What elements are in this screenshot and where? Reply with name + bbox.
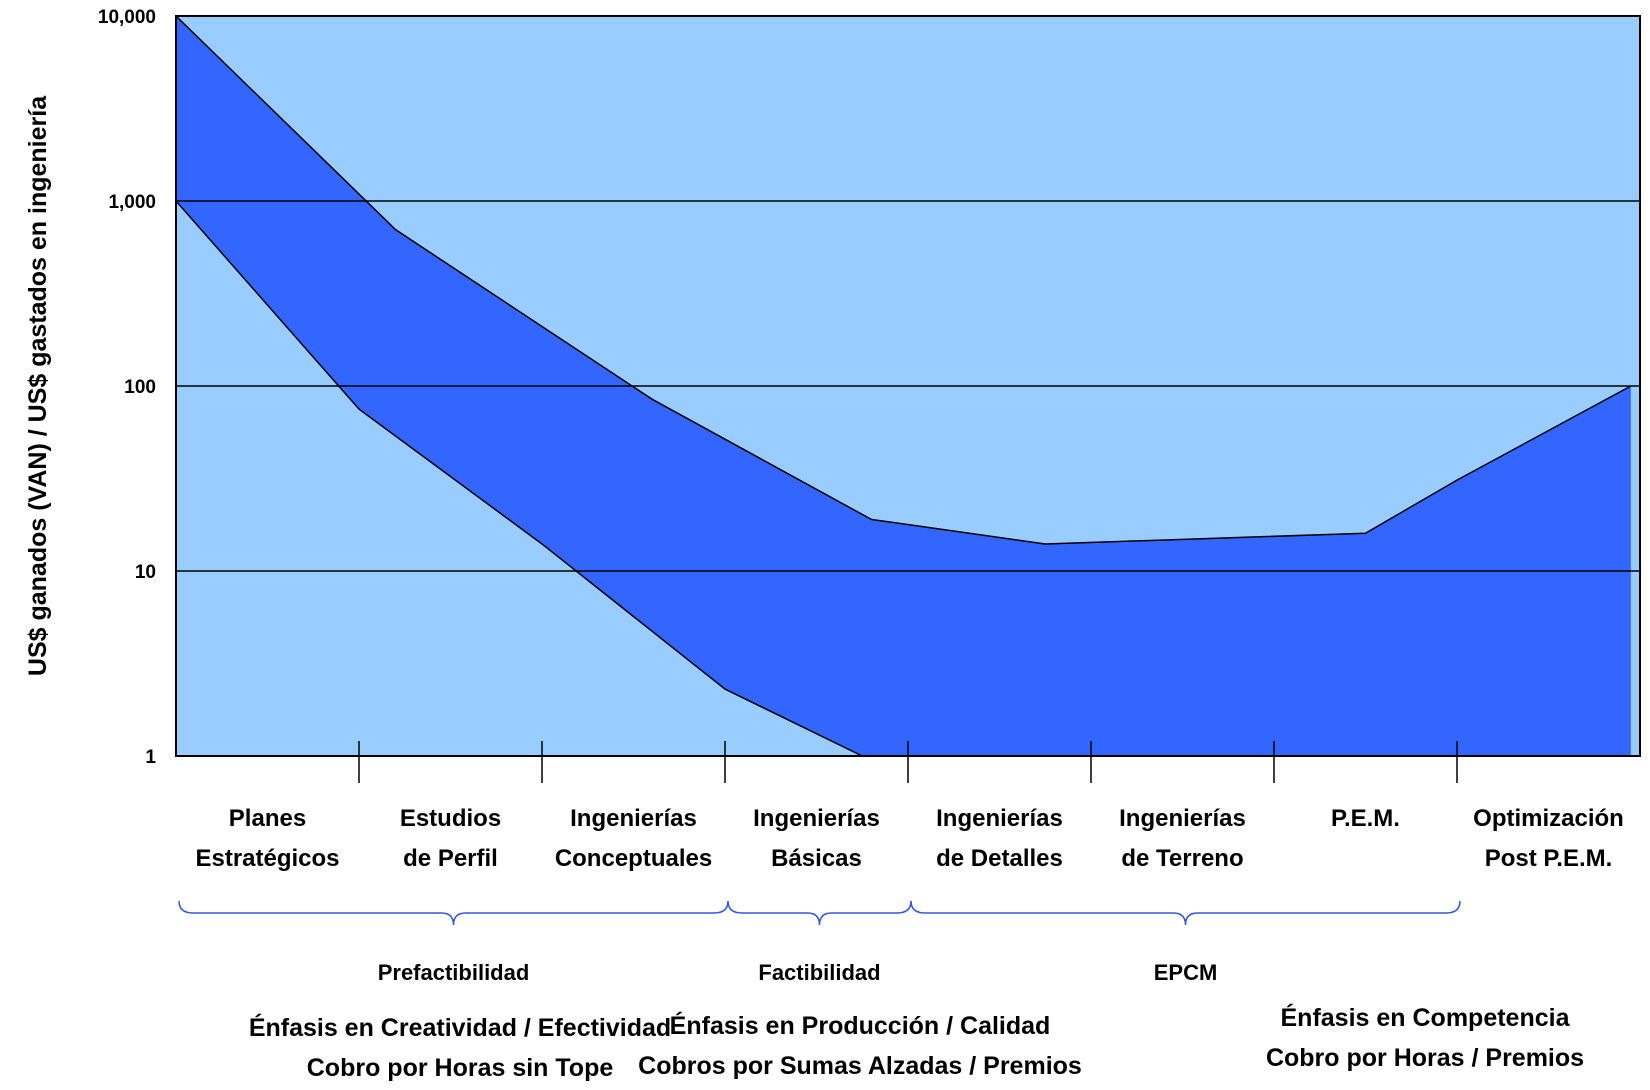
emphasis-note: Énfasis en Producción / Calidad bbox=[670, 1011, 1051, 1040]
category-label: Post P.E.M. bbox=[1485, 845, 1613, 872]
phase-label: EPCM bbox=[1154, 960, 1218, 985]
category-label: Ingenierías bbox=[936, 805, 1063, 832]
category-label: Ingenierías bbox=[753, 805, 880, 832]
category-label: Ingenierías bbox=[1119, 805, 1246, 832]
upper-curve bbox=[175, 15, 1632, 545]
y-axis-label: US$ ganados (VAN) / US$ gastados en inge… bbox=[24, 95, 52, 676]
category-label: de Detalles bbox=[936, 845, 1063, 872]
phase-brace bbox=[727, 900, 912, 926]
y-tick-label: 10,000 bbox=[98, 7, 156, 28]
phase-label: Factibilidad bbox=[758, 960, 880, 985]
y-tick-label: 10 bbox=[135, 562, 156, 583]
category-label: de Terreno bbox=[1121, 845, 1243, 872]
y-tick-label: 1 bbox=[145, 747, 156, 768]
category-label: de Perfil bbox=[403, 845, 498, 872]
category-label: Ingenierías bbox=[570, 805, 697, 832]
category-label: Optimización bbox=[1473, 805, 1624, 832]
emphasis-note: Énfasis en Competencia bbox=[1281, 1003, 1571, 1032]
emphasis-note: Cobros por Sumas Alzadas / Premios bbox=[638, 1052, 1082, 1080]
category-label: Conceptuales bbox=[555, 845, 712, 872]
y-tick-label: 1,000 bbox=[108, 192, 156, 213]
emphasis-note: Cobro por Horas / Premios bbox=[1266, 1044, 1584, 1072]
phase-brace bbox=[910, 900, 1461, 926]
emphasis-note: Cobro por Horas sin Tope bbox=[307, 1054, 614, 1082]
emphasis-note: Énfasis en Creatividad / Efectividad bbox=[249, 1013, 671, 1042]
phase-brace bbox=[178, 900, 729, 926]
category-label: Planes bbox=[229, 805, 306, 832]
category-label: Estudios bbox=[400, 805, 501, 832]
category-label: Estratégicos bbox=[195, 845, 339, 872]
category-label: P.E.M. bbox=[1331, 805, 1400, 832]
category-label: Básicas bbox=[771, 845, 862, 872]
phase-label: Prefactibilidad bbox=[378, 960, 530, 985]
y-tick-label: 100 bbox=[124, 377, 156, 398]
